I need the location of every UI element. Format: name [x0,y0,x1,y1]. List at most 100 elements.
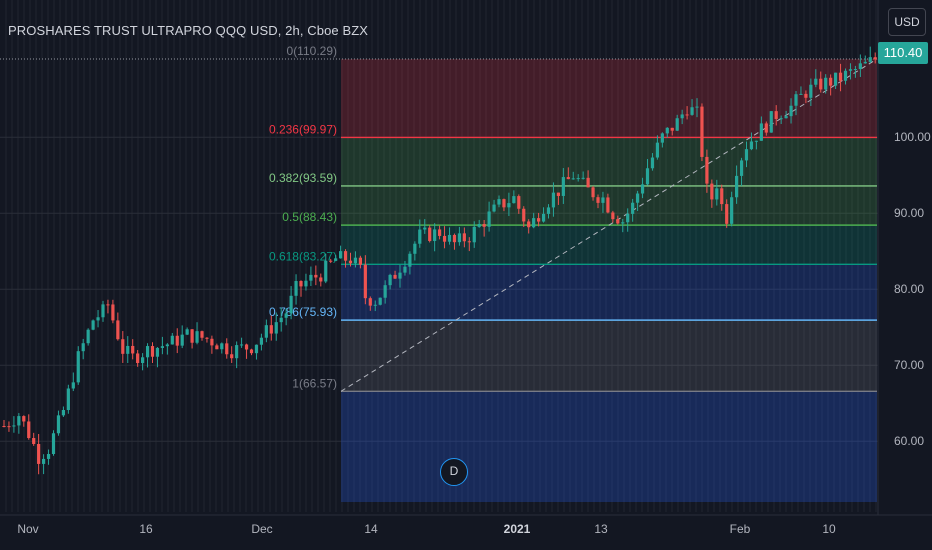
candle-body [66,388,70,411]
candle-body [51,433,56,454]
candle-body [81,343,85,352]
candle-body [141,357,145,364]
candle-body [690,107,694,115]
candle-body [348,260,353,264]
candle-body [284,313,288,318]
candle-body [502,199,506,208]
candle-body [398,272,402,279]
fib-level-label: 0.786(75.93) [269,305,337,319]
candle-body [180,334,184,346]
candle-body [17,416,21,426]
price-tick-label: 100.00 [894,130,931,144]
candle-body [150,346,155,357]
candle-body [319,277,323,282]
candle-body [56,415,61,434]
candle-body [774,111,778,119]
fib-level-label: 0.5(88.43) [282,210,337,224]
candle-body [145,346,150,358]
candle-body [413,243,417,254]
candle-body [126,345,130,354]
candle-body [873,57,877,60]
candle-body [339,251,343,259]
price-tick-label: 90.00 [894,206,924,220]
candles-layer [2,46,877,475]
candle-body [309,274,313,281]
candle-body [190,329,194,343]
candle-body [363,264,367,299]
candle-body [838,72,843,81]
candle-body [596,197,600,203]
candle-body [695,106,699,108]
candle-body [556,192,560,196]
candle-body [433,229,437,242]
candle-body [195,331,199,343]
price-axis-bg [878,0,932,550]
candle-body [512,196,516,204]
candle-body [611,212,615,220]
fib-level-label: 0.236(99.97) [269,122,337,136]
candle-body [606,197,610,213]
candle-body [244,344,249,350]
fib-zone [341,320,877,392]
candle-body [829,77,833,86]
dividend-marker[interactable]: D [440,458,468,486]
candle-body [561,177,565,196]
time-tick-label: 2021 [504,522,531,536]
candle-body [96,317,100,321]
candle-body [477,224,481,227]
candle-body [784,116,788,119]
fib-level-label: 0.382(93.59) [269,171,337,185]
candle-body [334,258,338,261]
candle-body [645,168,650,185]
candle-body [715,188,719,200]
trend-line [340,58,878,392]
candle-body [685,114,689,116]
candle-body [111,304,115,321]
candle-body [37,443,41,464]
candle-body [858,63,862,70]
candle-body [705,156,709,184]
candle-body [581,177,585,179]
fib-zone [341,58,877,138]
candle-body [175,335,179,346]
candle-body [22,416,26,422]
candle-body [749,141,754,150]
candle-body [789,105,793,117]
candle-body [744,149,749,161]
currency-button[interactable]: USD [888,8,926,36]
candle-body [462,233,466,242]
candle-body [378,297,382,305]
candle-body [487,211,491,227]
candle-body [259,337,263,345]
candle-body [220,343,224,350]
candle-body [675,118,679,131]
candle-body [230,354,234,359]
candle-body [61,410,65,416]
candle-body [438,229,442,236]
candle-body [819,78,823,90]
candle-body [264,325,268,338]
candle-body [700,106,704,157]
candle-body [294,281,298,296]
candle-body [324,260,328,282]
candle-body [131,345,135,354]
candle-body [165,344,169,347]
candle-body [101,304,105,318]
candle-body [670,127,674,131]
candle-body [447,234,452,242]
time-tick-label: 16 [139,522,153,536]
candle-body [720,188,724,205]
candle-body [240,344,244,346]
candle-body [314,274,318,278]
fibonacci-retracement[interactable]: 0(110.29) 0.236(99.97) 0.382(93.59) 0.5(88.… [0,44,878,502]
candle-body [571,178,575,180]
candle-body [804,93,808,98]
candle-body [843,70,848,81]
candle-body [155,347,160,357]
candle-body [2,426,6,427]
candle-body [225,343,229,355]
candle-body [71,382,75,389]
chart-title: PROSHARES TRUST ULTRAPRO QQQ USD, 2h, Cb… [8,23,369,38]
